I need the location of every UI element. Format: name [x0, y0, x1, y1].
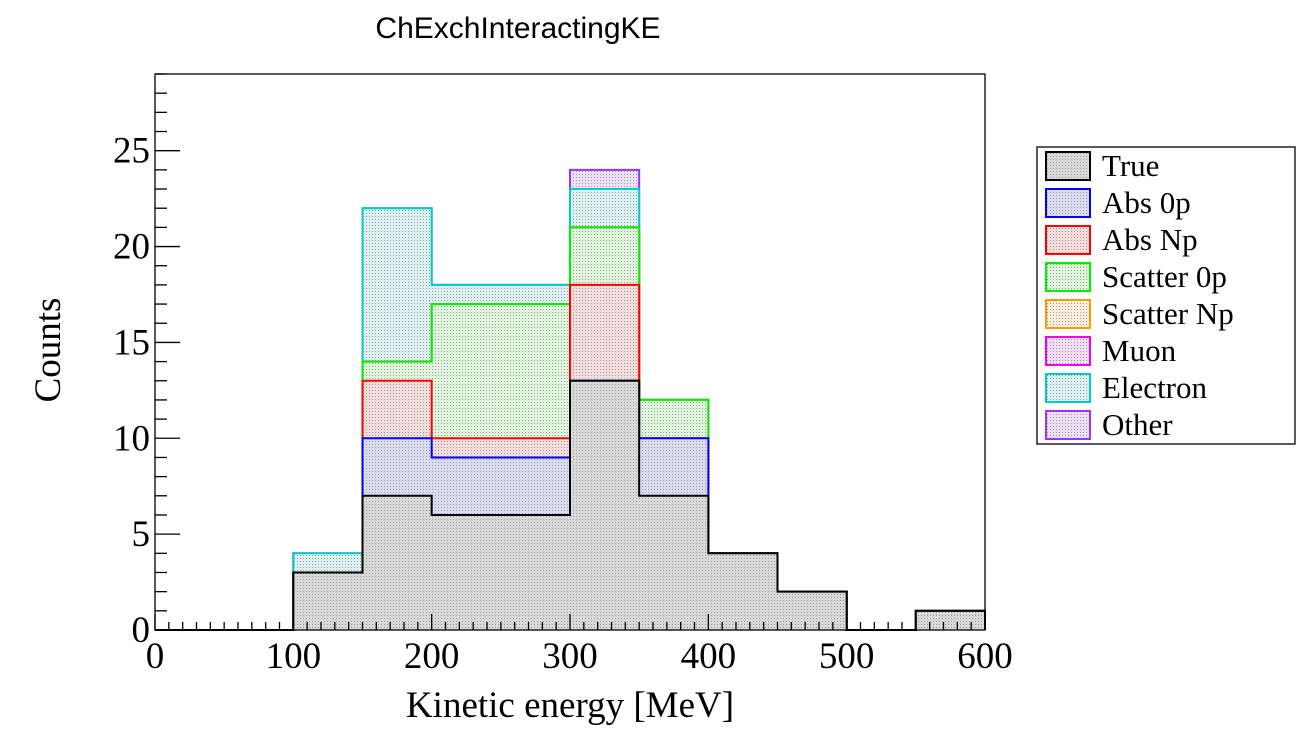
y-tick-label: 15	[113, 322, 150, 363]
legend-swatch-border	[1045, 410, 1091, 440]
legend-label: True	[1102, 148, 1159, 183]
legend-swatch-border	[1045, 188, 1091, 218]
series-true	[155, 379, 986, 631]
legend-label: Electron	[1102, 370, 1208, 405]
legend-swatch-border	[1045, 151, 1091, 181]
legend-item-abs-0p: Abs 0p	[1045, 185, 1191, 220]
bar-hatch	[915, 610, 985, 630]
legend-swatch-border	[1045, 225, 1091, 255]
bar-hatch	[708, 553, 778, 630]
y-tick-label: 0	[132, 610, 151, 651]
y-tick-label: 10	[113, 418, 150, 459]
legend-swatch-border	[1045, 262, 1091, 292]
legend-label: Scatter Np	[1102, 296, 1234, 331]
legend-swatch-border	[1045, 299, 1091, 329]
bar-hatch	[639, 495, 709, 630]
x-tick-label: 100	[266, 636, 322, 677]
x-tick-label: 300	[542, 636, 598, 677]
legend-label: Scatter 0p	[1102, 259, 1227, 294]
y-tick-label: 20	[113, 227, 150, 268]
legend-item-abs-np: Abs Np	[1045, 222, 1198, 257]
x-tick-label: 200	[404, 636, 460, 677]
x-axis-label: Kinetic energy [MeV]	[406, 685, 734, 726]
axes: 0 100 200 300 400 500 600 0 5 10 15 20 25	[113, 73, 1013, 677]
bar-hatch	[500, 514, 570, 630]
x-tick-label: 600	[957, 636, 1013, 677]
legend-label: Other	[1102, 407, 1173, 442]
legend-item-electron: Electron	[1045, 370, 1208, 405]
chart-title: ChExchInteractingKE	[375, 12, 660, 45]
bar-hatch	[570, 380, 640, 630]
legend-item-true: True	[1045, 148, 1159, 183]
legend-label: Abs 0p	[1102, 185, 1191, 220]
legend-label: Muon	[1102, 333, 1177, 368]
bar-hatch	[777, 591, 847, 630]
y-axis-label: Counts	[28, 298, 69, 403]
x-tick-label: 500	[819, 636, 875, 677]
legend-swatch-border	[1045, 373, 1091, 403]
x-tick-label: 0	[146, 636, 165, 677]
bar-hatch	[362, 495, 432, 630]
y-tick-label: 25	[113, 131, 150, 172]
legend-item-scatter-0p: Scatter 0p	[1045, 259, 1227, 294]
bar-hatch	[293, 572, 363, 630]
x-tick-label: 400	[681, 636, 737, 677]
legend-swatch-border	[1045, 336, 1091, 366]
bar-hatch	[431, 514, 501, 630]
legend-item-scatter-np: Scatter Np	[1045, 296, 1234, 331]
legend-label: Abs Np	[1102, 222, 1198, 257]
legend-item-muon: Muon	[1045, 333, 1177, 368]
plot-area	[155, 168, 986, 631]
legend-item-other: Other	[1045, 407, 1173, 442]
y-tick-label: 5	[132, 514, 151, 555]
